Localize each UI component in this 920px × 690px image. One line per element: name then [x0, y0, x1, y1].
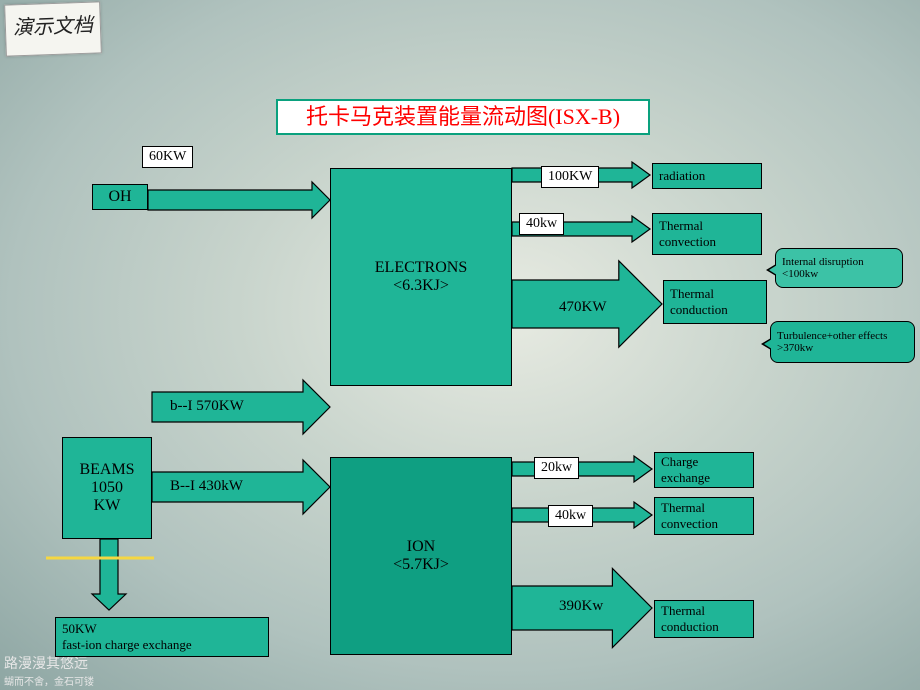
tcond-i-line2: conduction [661, 619, 719, 635]
box-beams-line1: BEAMS [79, 461, 134, 479]
callout-turbulence: Turbulence+other effects >370kw [770, 321, 915, 363]
tcond-e-line2: conduction [670, 302, 728, 318]
label-B-I-430kw: B--I 430kW [170, 478, 243, 495]
box-ion-line1: ION [407, 538, 435, 556]
callout-turbulence-line1: Turbulence+other effects [777, 330, 908, 342]
callout-disruption-line1: Internal disruption [782, 256, 896, 268]
tcond-e-line1: Thermal [670, 286, 714, 302]
box-fast-ion-charge-exchange: 50KW fast-ion charge exchange [55, 617, 269, 657]
box-electrons-line1: ELECTRONS [375, 259, 467, 277]
label-100kw: 100KW [541, 166, 599, 188]
box-oh-label: OH [108, 188, 131, 206]
cex-line2: exchange [661, 470, 710, 486]
box-charge-exchange: Charge exchange [654, 452, 754, 488]
box-ion: ION <5.7KJ> [330, 457, 512, 655]
box-radiation: radiation [652, 163, 762, 189]
box-radiation-label: radiation [659, 168, 705, 184]
box-beams-line3: KW [94, 497, 121, 515]
label-40kw-electrons: 40kw [519, 213, 564, 235]
box-beams-line2: 1050 [91, 479, 123, 497]
callout-disruption-line2: <100kw [782, 268, 896, 280]
tconv-i-line1: Thermal [661, 500, 705, 516]
arrow-i-charge-exchange [512, 456, 652, 482]
tconv-i-line2: convection [661, 516, 718, 532]
box-thermal-conduction-ions: Thermal conduction [654, 600, 754, 638]
arrow-beams-fastion [92, 539, 126, 610]
label-60kw: 60KW [142, 146, 193, 168]
arrow-oh-to-electrons [148, 182, 330, 218]
fastion-line1: 50KW [62, 621, 97, 637]
box-thermal-convection-electrons: Thermal convection [652, 213, 762, 255]
tcond-i-line1: Thermal [661, 603, 705, 619]
label-40kw-ions: 40kw [548, 505, 593, 527]
tconv-e-line1: Thermal [659, 218, 703, 234]
label-470kw: 470KW [559, 299, 607, 316]
box-oh: OH [92, 184, 148, 210]
box-electrons: ELECTRONS <6.3KJ> [330, 168, 512, 386]
fastion-line2: fast-ion charge exchange [62, 637, 192, 653]
label-b-I-570kw: b--I 570KW [170, 398, 244, 415]
box-thermal-convection-ions: Thermal convection [654, 497, 754, 535]
cex-line1: Charge [661, 454, 698, 470]
box-ion-line2: <5.7KJ> [393, 556, 449, 574]
box-beams: BEAMS 1050 KW [62, 437, 152, 539]
tconv-e-line2: convection [659, 234, 716, 250]
callout-turbulence-line2: >370kw [777, 342, 908, 354]
label-20kw: 20kw [534, 457, 579, 479]
box-electrons-line2: <6.3KJ> [393, 277, 449, 295]
callout-internal-disruption: Internal disruption <100kw [775, 248, 903, 288]
box-thermal-conduction-electrons: Thermal conduction [663, 280, 767, 324]
label-390kw: 390Kw [559, 598, 603, 615]
